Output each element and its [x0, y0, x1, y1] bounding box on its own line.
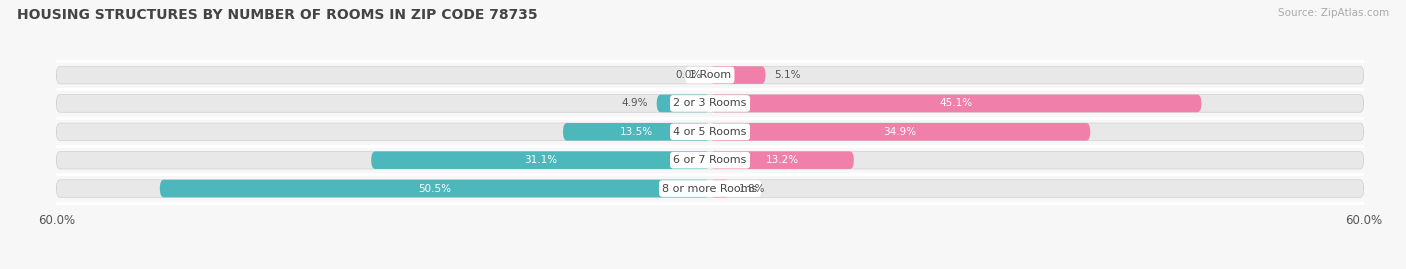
- Text: 45.1%: 45.1%: [939, 98, 973, 108]
- Text: 0.0%: 0.0%: [675, 70, 702, 80]
- Text: 2 or 3 Rooms: 2 or 3 Rooms: [673, 98, 747, 108]
- FancyBboxPatch shape: [657, 95, 710, 112]
- FancyBboxPatch shape: [710, 66, 766, 84]
- FancyBboxPatch shape: [710, 95, 1202, 112]
- FancyBboxPatch shape: [710, 151, 853, 169]
- Text: 8 or more Rooms: 8 or more Rooms: [662, 183, 758, 193]
- Text: 13.2%: 13.2%: [765, 155, 799, 165]
- FancyBboxPatch shape: [56, 95, 1364, 112]
- Text: 31.1%: 31.1%: [524, 155, 557, 165]
- FancyBboxPatch shape: [710, 180, 730, 197]
- Text: 6 or 7 Rooms: 6 or 7 Rooms: [673, 155, 747, 165]
- FancyBboxPatch shape: [56, 151, 1364, 169]
- Text: 1 Room: 1 Room: [689, 70, 731, 80]
- Text: 1.8%: 1.8%: [738, 183, 765, 193]
- FancyBboxPatch shape: [56, 180, 1364, 197]
- FancyBboxPatch shape: [710, 123, 1090, 141]
- FancyBboxPatch shape: [160, 180, 710, 197]
- FancyBboxPatch shape: [562, 123, 710, 141]
- Text: 5.1%: 5.1%: [775, 70, 801, 80]
- Text: 34.9%: 34.9%: [883, 127, 917, 137]
- Text: 4 or 5 Rooms: 4 or 5 Rooms: [673, 127, 747, 137]
- Text: Source: ZipAtlas.com: Source: ZipAtlas.com: [1278, 8, 1389, 18]
- Text: 50.5%: 50.5%: [419, 183, 451, 193]
- FancyBboxPatch shape: [371, 151, 710, 169]
- Text: 13.5%: 13.5%: [620, 127, 652, 137]
- FancyBboxPatch shape: [56, 66, 1364, 84]
- Text: HOUSING STRUCTURES BY NUMBER OF ROOMS IN ZIP CODE 78735: HOUSING STRUCTURES BY NUMBER OF ROOMS IN…: [17, 8, 537, 22]
- Text: 4.9%: 4.9%: [621, 98, 648, 108]
- FancyBboxPatch shape: [56, 123, 1364, 141]
